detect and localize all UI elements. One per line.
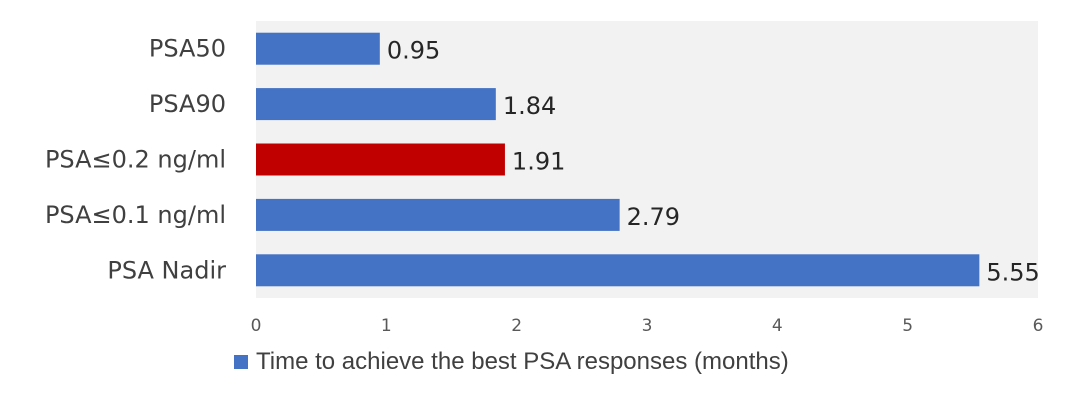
category-label-psa90: PSA90 (149, 90, 226, 118)
data-label-psa-0-2-ng-ml: 1.91 (512, 148, 565, 176)
x-tick-label-5: 5 (902, 316, 913, 336)
bar-psa90 (256, 88, 496, 121)
data-labels: 0.95 1.84 1.91 2.79 5.55 (387, 37, 1040, 287)
legend: Time to achieve the best PSA responses (… (234, 348, 789, 376)
legend-swatch (234, 355, 248, 369)
bar-psa-0-1-ng-ml (256, 198, 620, 231)
x-tick-label-2: 2 (511, 316, 522, 336)
data-label-psa-nadir: 5.55 (986, 258, 1039, 286)
data-label-psa90: 1.84 (503, 92, 556, 120)
x-tick-label-6: 6 (1033, 316, 1044, 336)
category-label-psa-nadir: PSA Nadir (107, 256, 226, 284)
category-label-psa-0-1-ng-ml: PSA≤0.1 ng/ml (45, 201, 226, 229)
bar-psa50 (256, 32, 380, 65)
legend-label: Time to achieve the best PSA responses (… (256, 348, 789, 375)
x-axis-tick-labels: 0 1 2 3 4 5 6 (251, 316, 1044, 336)
category-label-psa50: PSA50 (149, 35, 226, 63)
category-label-psa-0-2-ng-ml: PSA≤0.2 ng/ml (45, 146, 226, 174)
x-tick-label-1: 1 (381, 316, 392, 336)
bar-series (256, 32, 980, 287)
bar-psa-0-2-ng-ml (256, 143, 505, 176)
x-tick-label-4: 4 (772, 316, 783, 336)
bar-psa-nadir (256, 254, 980, 287)
x-tick-label-0: 0 (251, 316, 262, 336)
x-tick-label-3: 3 (642, 316, 653, 336)
data-label-psa-0-1-ng-ml: 2.79 (627, 203, 680, 231)
category-axis-labels: PSA50 PSA90 PSA≤0.2 ng/ml PSA≤0.1 ng/ml PSA … (45, 35, 226, 285)
data-label-psa50: 0.95 (387, 37, 440, 65)
